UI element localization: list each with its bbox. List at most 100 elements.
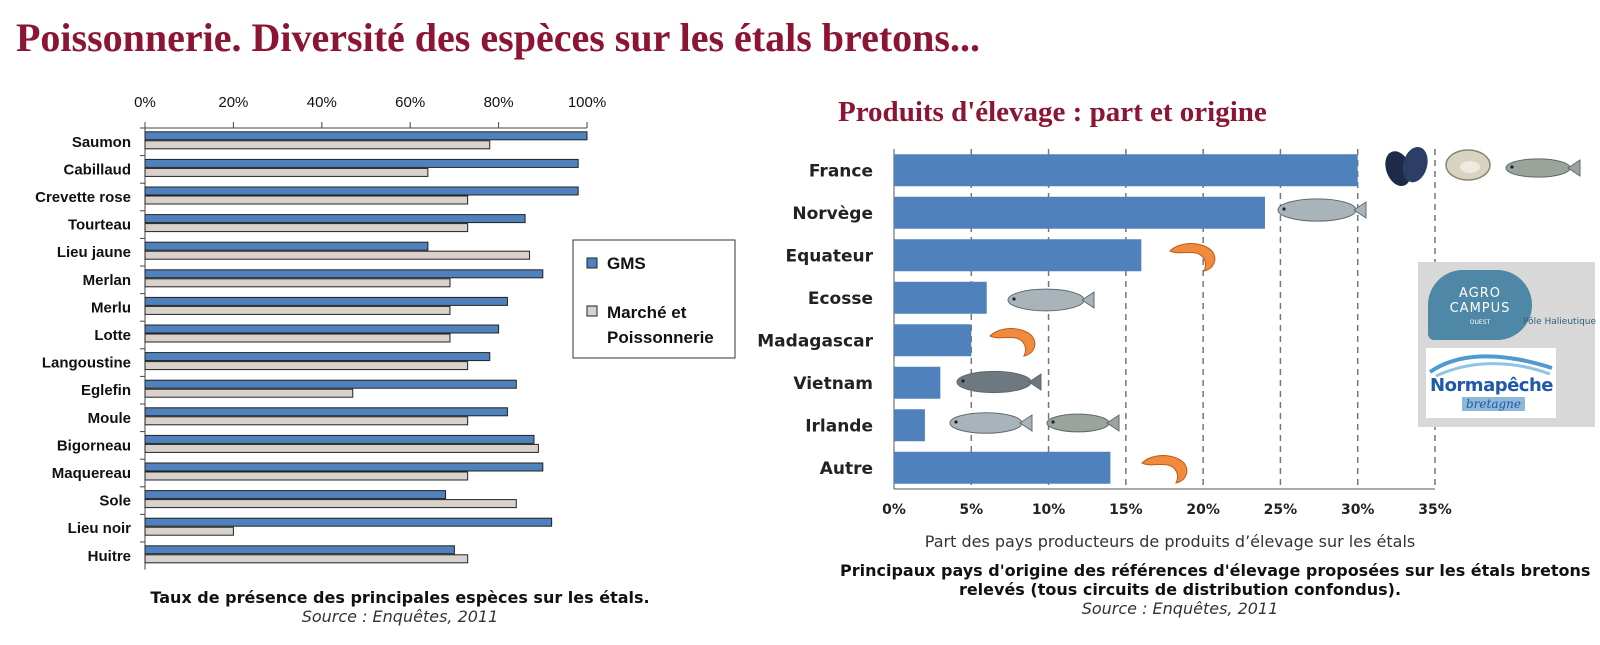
bar-gms bbox=[144, 241, 429, 251]
category-label: Lieu jaune bbox=[57, 244, 131, 261]
x-tick-label: 100% bbox=[568, 94, 606, 111]
bar bbox=[894, 409, 925, 442]
category-label: Saumon bbox=[72, 134, 131, 151]
x-tick-label: 30% bbox=[1341, 502, 1375, 518]
category-label: Moule bbox=[88, 410, 131, 427]
category-label: Autre bbox=[820, 459, 873, 479]
x-tick-label: 20% bbox=[1186, 502, 1220, 518]
x-tick-label: 20% bbox=[218, 94, 248, 111]
x-tick-label: 80% bbox=[484, 94, 514, 111]
bar-gms bbox=[144, 214, 526, 224]
legend-label-marche-line2: Poissonnerie bbox=[607, 328, 714, 347]
salmon-icon bbox=[1007, 288, 1095, 312]
bar-marche bbox=[144, 195, 469, 205]
x-tick-label: 25% bbox=[1264, 502, 1298, 518]
legend-label-gms: GMS bbox=[607, 254, 646, 273]
bar-marche bbox=[144, 167, 429, 177]
normapeche-logo: Normapêche bretagne bbox=[1426, 348, 1556, 418]
bar-gms bbox=[144, 186, 579, 196]
bar-gms bbox=[144, 490, 447, 500]
bar bbox=[894, 366, 941, 399]
x-tick-label: 5% bbox=[959, 502, 983, 518]
category-label: Lotte bbox=[94, 327, 131, 344]
bar bbox=[894, 239, 1142, 272]
shrimp-icon bbox=[1169, 243, 1216, 272]
x-tick-label: 15% bbox=[1109, 502, 1143, 518]
category-label: Ecosse bbox=[808, 289, 873, 309]
left-caption-text: Taux de présence des principales espèces… bbox=[150, 588, 650, 607]
bar-marche bbox=[144, 250, 531, 260]
category-label: Huitre bbox=[88, 548, 131, 565]
category-label: Irlande bbox=[805, 416, 873, 436]
species-presence-chart: 0% 20% 40% 60% 80% 100% Saumon Cabillaud Crevett… bbox=[35, 94, 736, 570]
right-caption-line2: relevés (tous circuits de distribution c… bbox=[958, 580, 1402, 599]
bar-marche bbox=[144, 305, 451, 315]
category-label: Equateur bbox=[786, 246, 874, 266]
agrocampus-logo: AGRO CAMPUS OUEST bbox=[1428, 270, 1532, 340]
bar-gms bbox=[144, 462, 544, 472]
bar-marche bbox=[144, 140, 491, 150]
x-tick-label: 60% bbox=[395, 94, 425, 111]
category-label: Lieu noir bbox=[68, 520, 131, 537]
x-axis-title: Part des pays producteurs de produits d’… bbox=[925, 532, 1415, 551]
left-caption: Taux de présence des principales espèces… bbox=[120, 588, 680, 626]
bar-marche bbox=[144, 223, 469, 233]
legend-label-marche-line1: Marché et bbox=[607, 303, 687, 322]
bar-marche bbox=[144, 554, 469, 564]
bar-gms bbox=[144, 296, 508, 306]
category-label: Tourteau bbox=[68, 217, 131, 234]
category-label: Norvège bbox=[792, 204, 873, 224]
legend-swatch-gms bbox=[586, 257, 598, 269]
x-tick-label: 0% bbox=[882, 502, 906, 518]
x-tick-label: 0% bbox=[134, 94, 156, 111]
category-label: Crevette rose bbox=[35, 189, 131, 206]
bar-gms bbox=[144, 131, 588, 141]
bar bbox=[894, 451, 1111, 484]
x-tick-label: 40% bbox=[307, 94, 337, 111]
category-label: Maquereau bbox=[52, 465, 131, 482]
bar-gms bbox=[144, 545, 455, 555]
bar-gms bbox=[144, 434, 535, 444]
salmon-icon bbox=[1277, 198, 1367, 222]
bar-marche bbox=[144, 499, 517, 509]
x-tick-label: 10% bbox=[1032, 502, 1066, 518]
bar-marche bbox=[144, 526, 234, 536]
bar-marche bbox=[144, 443, 539, 453]
category-label: France bbox=[809, 161, 873, 181]
bar bbox=[894, 324, 972, 357]
bar-gms bbox=[144, 269, 544, 279]
wave-icon bbox=[1428, 354, 1553, 378]
right-caption-line1: Principaux pays d'origine des références… bbox=[840, 561, 1591, 580]
salmon-icon bbox=[949, 412, 1033, 434]
category-label: Madagascar bbox=[757, 331, 873, 351]
x-tick-label: 35% bbox=[1418, 502, 1452, 518]
mussel-icon bbox=[1385, 146, 1428, 187]
bar-gms bbox=[144, 517, 553, 527]
category-label: Cabillaud bbox=[63, 161, 131, 178]
bar-marche bbox=[144, 416, 469, 426]
legend-swatch-marche bbox=[586, 305, 598, 317]
bar bbox=[894, 154, 1358, 187]
trout-icon bbox=[1505, 158, 1581, 178]
category-label: Merlu bbox=[91, 299, 131, 316]
trout-icon bbox=[1046, 413, 1120, 433]
right-chart-title: Produits d'élevage : part et origine bbox=[838, 96, 1267, 128]
pangasius-icon bbox=[956, 370, 1042, 394]
left-source: Source : Enquêtes, 2011 bbox=[301, 607, 499, 626]
right-source: Source : Enquêtes, 2011 bbox=[1081, 599, 1279, 618]
pole-halieutique-label: Pôle Halieutique bbox=[1523, 317, 1597, 327]
category-label: Eglefin bbox=[81, 382, 131, 399]
shrimp-icon bbox=[1141, 455, 1188, 484]
partner-logos: AGRO CAMPUS OUEST Pôle Halieutique Norma… bbox=[1418, 262, 1597, 427]
category-label: Bigorneau bbox=[57, 437, 131, 454]
bar-gms bbox=[144, 352, 491, 362]
category-label: Sole bbox=[99, 493, 131, 510]
bar-marche bbox=[144, 278, 451, 288]
legend-box bbox=[572, 239, 736, 359]
bar-gms bbox=[144, 158, 579, 168]
category-label: Vietnam bbox=[793, 374, 873, 394]
bar-gms bbox=[144, 407, 508, 417]
bar-marche bbox=[144, 388, 354, 398]
bar-marche bbox=[144, 471, 469, 481]
